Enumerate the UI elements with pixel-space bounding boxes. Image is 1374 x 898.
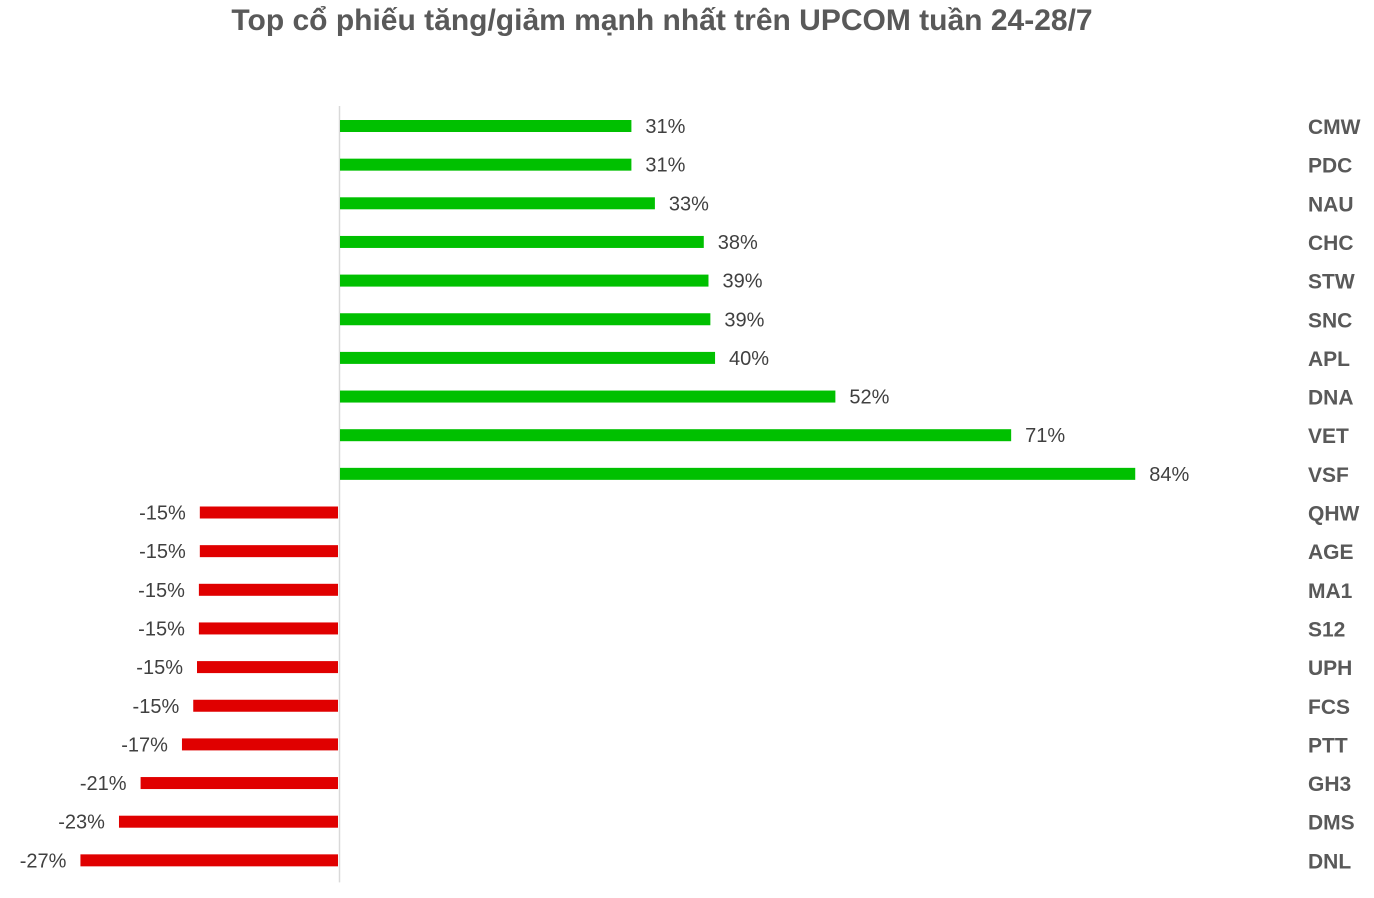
category-label-ma1: MA1: [1308, 580, 1353, 603]
category-label-dna: DNA: [1308, 387, 1354, 410]
category-label-uph: UPH: [1308, 657, 1352, 680]
bar-vet: [340, 429, 1012, 442]
data-label-pdc: 31%: [645, 155, 685, 177]
bar-s12: [198, 622, 338, 635]
data-label-s12: -15%: [138, 618, 185, 640]
data-label-qhw: -15%: [139, 503, 186, 525]
category-label-s12: S12: [1308, 618, 1345, 641]
bar-age: [199, 545, 338, 558]
data-label-gh3: -21%: [80, 773, 127, 795]
category-label-nau: NAU: [1308, 193, 1354, 216]
chart-title: Top cổ phiếu tăng/giảm mạnh nhất trên UP…: [231, 4, 1093, 37]
data-label-ptt: -17%: [121, 734, 168, 756]
data-label-vet: 71%: [1025, 425, 1065, 447]
category-label-cmw: CMW: [1308, 116, 1361, 139]
data-label-fcs: -15%: [133, 696, 180, 718]
category-label-age: AGE: [1308, 541, 1354, 564]
data-label-ma1: -15%: [138, 580, 185, 602]
bar-chc: [340, 235, 704, 248]
bar-fcs: [193, 699, 338, 712]
data-label-vsf: 84%: [1149, 464, 1189, 486]
category-label-vsf: VSF: [1308, 464, 1349, 487]
data-label-stw: 39%: [722, 271, 762, 293]
category-label-gh3: GH3: [1308, 773, 1351, 796]
bar-pdc: [340, 158, 632, 171]
bar-nau: [340, 197, 655, 210]
bar-gh3: [140, 777, 338, 790]
data-label-uph: -15%: [136, 657, 183, 679]
data-label-chc: 38%: [718, 232, 758, 254]
category-label-dms: DMS: [1308, 812, 1355, 835]
category-label-pdc: PDC: [1308, 155, 1352, 178]
bar-vsf: [340, 467, 1136, 480]
category-label-fcs: FCS: [1308, 696, 1350, 719]
category-label-ptt: PTT: [1308, 734, 1348, 757]
bar-uph: [197, 661, 338, 674]
category-label-vet: VET: [1308, 425, 1349, 448]
data-label-dna: 52%: [849, 387, 889, 409]
bar-dms: [118, 815, 338, 828]
data-label-snc: 39%: [724, 309, 764, 331]
data-label-apl: 40%: [729, 348, 769, 370]
bar-ma1: [198, 583, 338, 596]
data-label-cmw: 31%: [645, 116, 685, 138]
category-label-apl: APL: [1308, 348, 1350, 371]
data-label-nau: 33%: [669, 193, 709, 215]
category-label-stw: STW: [1308, 271, 1355, 294]
bar-apl: [340, 351, 716, 364]
category-label-snc: SNC: [1308, 309, 1352, 332]
category-label-dnl: DNL: [1308, 850, 1351, 873]
category-label-chc: CHC: [1308, 232, 1354, 255]
bar-ptt: [181, 738, 338, 751]
bar-stw: [340, 274, 709, 287]
data-label-age: -15%: [139, 541, 186, 563]
data-label-dms: -23%: [58, 812, 105, 834]
bar-dna: [340, 390, 836, 403]
bar-dnl: [80, 854, 338, 867]
bar-cmw: [340, 120, 632, 132]
data-label-dnl: -27%: [20, 850, 67, 872]
bar-snc: [340, 313, 711, 326]
bar-qhw: [199, 506, 338, 519]
category-label-qhw: QHW: [1308, 503, 1360, 526]
